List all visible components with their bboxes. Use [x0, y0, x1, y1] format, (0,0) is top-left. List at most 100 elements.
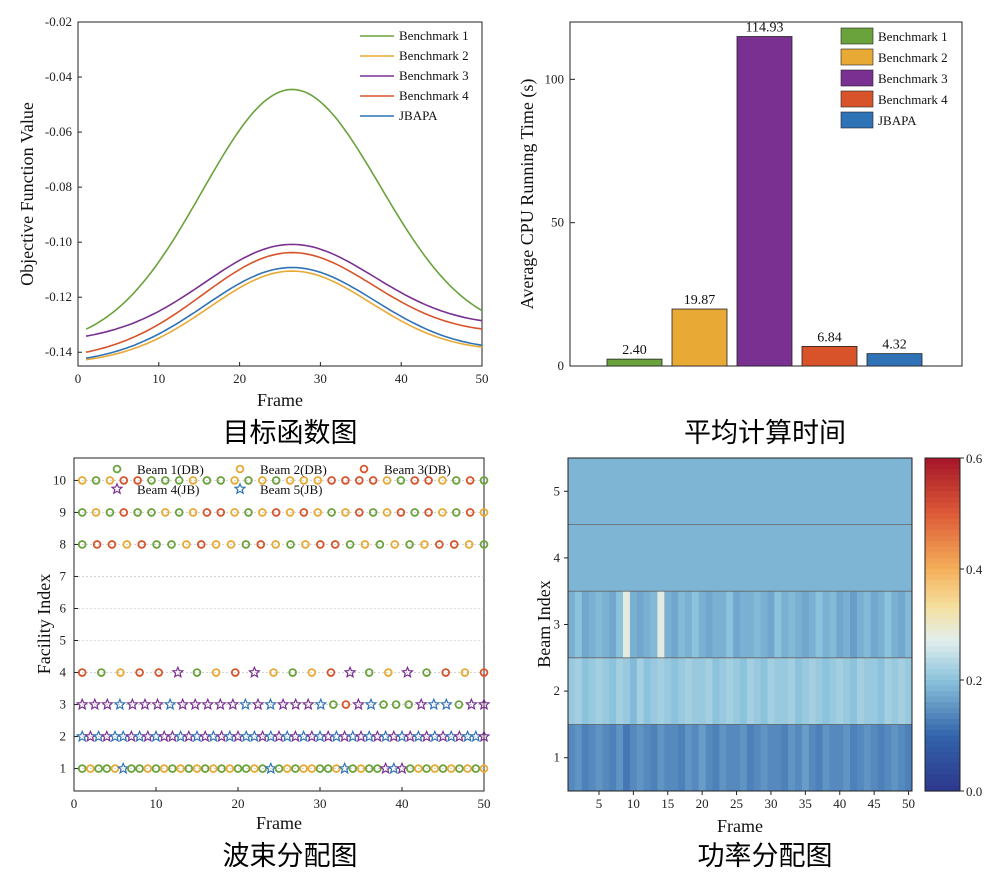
beam-2-point [209, 764, 218, 773]
colorbar-segment [925, 591, 960, 598]
colorbar-segment [925, 563, 960, 570]
beam-4-point [395, 761, 409, 775]
bar-benchmark-2 [671, 308, 728, 367]
heat-cell-beam-2 [905, 657, 913, 725]
heat-cell-beam-2 [822, 657, 830, 725]
line-benchmark-2 [85, 270, 483, 361]
heat-cell-beam-2 [691, 657, 700, 725]
beam-3-point [135, 668, 144, 677]
x-tick-label: 30 [764, 796, 777, 811]
beam-5-point [133, 729, 146, 743]
heat-cell-beam-2 [588, 657, 596, 725]
beam-4-point [166, 729, 179, 743]
heat-cell-beam-3 [568, 591, 576, 658]
colorbar-segment [925, 630, 960, 637]
colorbar-segment [925, 552, 960, 559]
beam-1-point [217, 764, 226, 773]
heat-cell-beam-2 [801, 657, 810, 725]
legend-label-jbapa: JBAPA [399, 108, 438, 123]
beam-3-point [396, 508, 406, 517]
heat-cell-beam-1 [856, 724, 865, 791]
heat-cell-beam-2 [877, 657, 885, 725]
beam-4-point [141, 729, 155, 743]
beam-5-point [264, 761, 278, 775]
heat-cell-beam-2 [581, 657, 590, 725]
heat-cell-beam-3 [788, 591, 796, 658]
beam-3-point [326, 668, 336, 677]
beam-2-point [438, 508, 447, 517]
beam-4-point [75, 697, 89, 711]
heat-cell-beam-1 [616, 724, 624, 791]
beam-1-point [375, 540, 385, 549]
y-tick-label: -0.08 [45, 179, 72, 194]
beam-5-point [444, 729, 458, 743]
beam-5-point [116, 761, 130, 775]
beam-4-point [84, 729, 97, 743]
beam-5-point [314, 697, 328, 711]
legend-label-benchmark-4: Benchmark 4 [878, 92, 948, 107]
beam-1-point [391, 700, 401, 709]
heat-cell-beam-2 [678, 657, 686, 725]
beam-5-point [92, 729, 105, 743]
beam-2-point [446, 764, 456, 773]
beam-2-point [192, 764, 202, 773]
heat-cell-beam-1 [636, 724, 645, 791]
beam-2-point [225, 764, 235, 773]
heat-cell-beam-3 [609, 591, 617, 658]
beam-3-point [479, 668, 489, 677]
beam-5-point [264, 697, 277, 711]
beam-4-point [251, 697, 265, 711]
y-tick-label: -0.02 [45, 14, 72, 29]
heat-cell-beam-1 [905, 724, 913, 791]
heat-cell-beam-1 [788, 724, 796, 791]
beam-3-point [341, 700, 351, 709]
beam-5-point [439, 697, 453, 711]
y-tick-label: -0.04 [45, 69, 73, 84]
beam-4-point [387, 729, 401, 743]
colorbar-segment [925, 674, 960, 681]
beam-1-point [152, 540, 161, 549]
legend-label-beam-5: Beam 5(JB) [260, 482, 322, 497]
beam-4-point [231, 729, 245, 743]
x-tick-label: 10 [150, 796, 163, 811]
heat-cell-beam-2 [712, 657, 720, 725]
colorbar-segment [925, 785, 960, 792]
beam-4-point [176, 697, 190, 711]
line-benchmark-4 [85, 251, 483, 353]
beam-2-point [122, 540, 132, 549]
beam-1-point [291, 764, 300, 773]
beam-4-point [453, 729, 466, 743]
colorbar-segment [925, 680, 960, 687]
bar-value-label-benchmark-3: 114.93 [746, 21, 784, 36]
beam-5-point [207, 729, 220, 743]
colorbar-segment [925, 624, 960, 631]
heat-cell-beam-5 [568, 458, 912, 525]
beam-3-point [316, 540, 325, 549]
beam-3-point [410, 476, 420, 485]
beam-3-point [330, 540, 340, 549]
colorbar-segment [925, 757, 960, 764]
beam-1-point [410, 508, 420, 517]
beam-4-point [226, 697, 240, 711]
beam-3-point [202, 508, 212, 517]
beam-1-point [396, 476, 406, 485]
beam-1-point [105, 508, 115, 517]
beam-2-point [211, 540, 221, 549]
colorbar-segment [925, 458, 960, 465]
beam-3-point [196, 540, 206, 549]
beam-1-point [405, 540, 414, 549]
beam-3-point [119, 476, 129, 485]
heat-cell-beam-3 [801, 591, 810, 658]
y-tick-label: 8 [60, 536, 67, 551]
beam-5-point [379, 729, 392, 743]
heat-cell-beam-2 [657, 657, 665, 725]
beam-4-point [477, 697, 491, 711]
heat-cell-beam-1 [850, 724, 858, 791]
beam-2-point [188, 508, 198, 517]
beam-1-point [184, 764, 194, 773]
beam-1-point [422, 764, 431, 773]
beam-4-point [157, 729, 171, 743]
beam-2-point [258, 508, 267, 517]
beam-1-point [202, 476, 212, 485]
caption-cpu-time: 平均计算时间 [684, 418, 846, 449]
